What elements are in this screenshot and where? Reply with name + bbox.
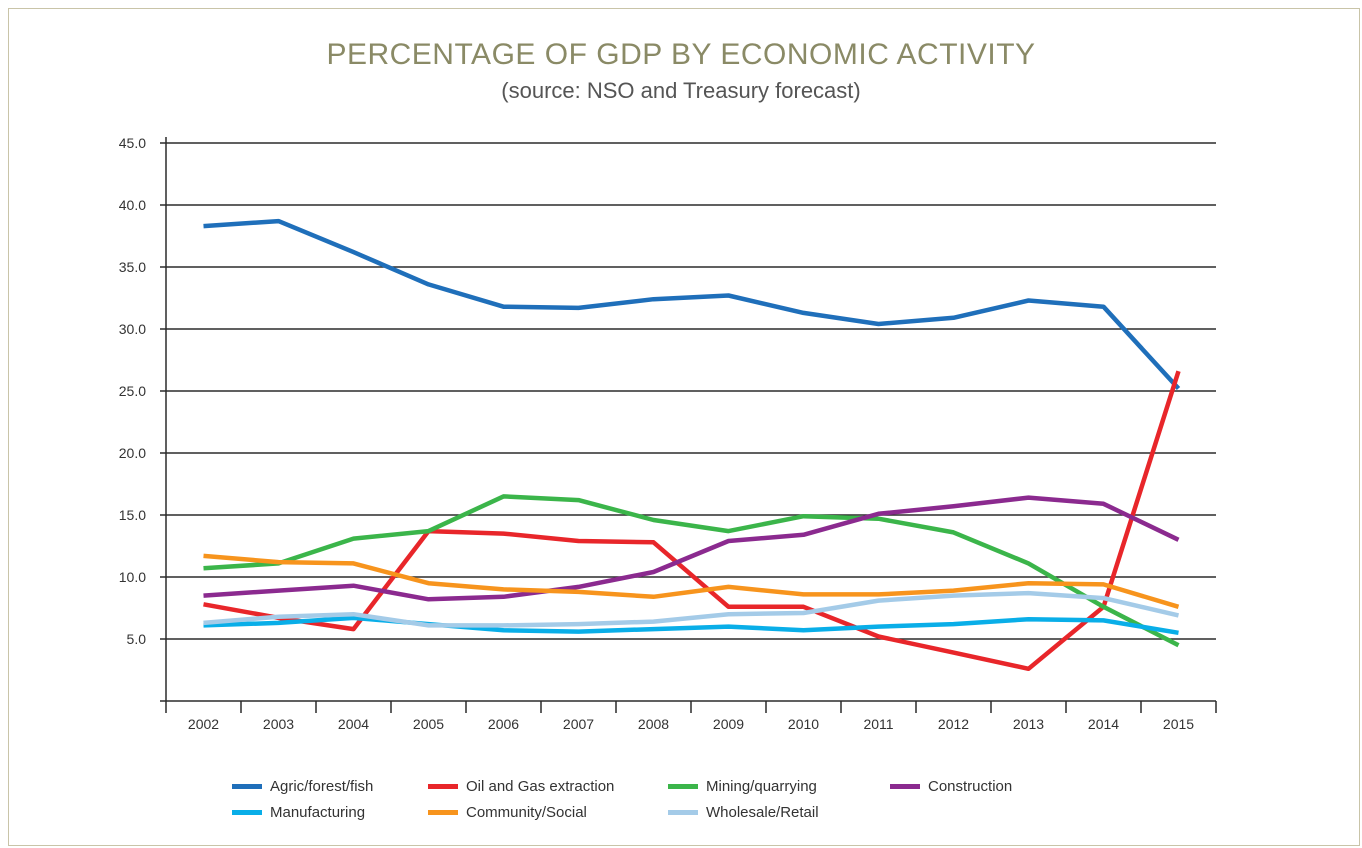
x-tick-label: 2005 [413,716,444,732]
legend-swatch [668,784,698,789]
legend-swatch [428,810,458,815]
x-tick-label: 2013 [1013,716,1044,732]
legend-label: Oil and Gas extraction [466,778,615,795]
series-line-oil-and-gas-extraction [203,370,1181,672]
x-tick-label: 2010 [788,716,819,732]
chart-frame [8,8,1360,846]
y-tick-label: 10.0 [119,569,146,585]
x-tick-label: 2007 [563,716,594,732]
x-tick-label: 2002 [188,716,219,732]
y-tick-label: 15.0 [119,507,146,523]
y-tick-label: 25.0 [119,383,146,399]
y-tick-label: 30.0 [119,321,146,337]
legend-item: Manufacturing [232,804,365,821]
chart-subtitle: (source: NSO and Treasury forecast) [501,78,861,103]
y-tick-label: 45.0 [119,135,146,151]
legend-label: Mining/quarrying [706,778,817,795]
axes [160,137,1216,702]
gridlines [166,142,1216,640]
legend-swatch [668,810,698,815]
x-tick-label: 2014 [1088,716,1119,732]
series-line-community-social [203,553,1180,609]
legend-swatch [890,784,920,789]
legend-label: Wholesale/Retail [706,804,819,821]
x-tick-label: 2011 [863,716,893,732]
y-tick-label: 20.0 [119,445,146,461]
series-line-mining-quarrying [203,494,1180,648]
x-tick-label: 2008 [638,716,669,732]
x-tick-label: 2009 [713,716,744,732]
series-line-wholesale-retail [203,590,1180,628]
legend-item: Mining/quarrying [668,778,817,795]
legend-item: Oil and Gas extraction [428,778,614,795]
x-tick-label: 2006 [488,716,519,732]
x-tick-label: 2015 [1163,716,1194,732]
series-lines [203,218,1181,672]
series-line-construction [203,495,1180,602]
legend-label: Manufacturing [270,804,366,821]
x-tick-label: 2004 [338,716,369,732]
y-axis-ticks: 5.0 10.0 15.0 20.0 25.0 30.0 35.0 40.0 45.0 [119,135,166,647]
legend-item: Community/Social [428,804,587,821]
x-tick-label: 2012 [938,716,969,732]
legend-swatch [232,810,262,815]
legend-item: Agric/forest/fish [232,778,373,795]
legend-label: Agric/forest/fish [270,778,374,795]
series-line-manufacturing [203,615,1179,636]
legend-label: Construction [928,778,1013,795]
y-tick-label: 5.0 [127,631,147,647]
legend-item: Wholesale/Retail [668,804,819,821]
chart-title: PERCENTAGE OF GDP BY ECONOMIC ACTIVITY [326,38,1036,71]
y-tick-label: 40.0 [119,197,146,213]
series-line-agric-forest-fish [203,218,1181,391]
x-tick-label: 2003 [263,716,294,732]
legend-swatch [232,784,262,789]
legend-label: Community/Social [466,804,587,821]
legend-item: Construction [890,778,1012,795]
legend-swatch [428,784,458,789]
y-tick-label: 35.0 [119,259,146,275]
x-axis-ticks: 2002 2003 2004 2005 2006 2007 2008 2009 2010 2011… [165,701,1217,732]
